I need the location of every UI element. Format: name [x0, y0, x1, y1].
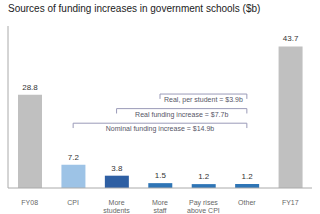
svg-text:43.7: 43.7	[283, 34, 299, 43]
svg-text:Morestaff: Morestaff	[152, 199, 168, 214]
svg-text:3.8: 3.8	[111, 164, 123, 173]
svg-text:1.2: 1.2	[242, 172, 254, 181]
svg-text:1.2: 1.2	[198, 172, 210, 181]
svg-text:28.8: 28.8	[22, 83, 38, 92]
svg-text:Nominal funding increase = $14: Nominal funding increase = $14.9b	[106, 125, 214, 133]
svg-text:7.2: 7.2	[68, 153, 80, 162]
svg-text:Morestudents: Morestudents	[103, 199, 130, 214]
svg-text:1.5: 1.5	[155, 171, 167, 180]
svg-text:Pay risesabove CPI: Pay risesabove CPI	[187, 199, 220, 214]
svg-text:CPI: CPI	[67, 199, 79, 206]
svg-text:FY17: FY17	[282, 199, 299, 206]
svg-text:Other: Other	[238, 199, 256, 206]
svg-text:Real funding increase = $7.7b: Real funding increase = $7.7b	[135, 111, 228, 119]
svg-text:Real, per student = $3.9b: Real, per student = $3.9b	[164, 96, 243, 104]
html-text:Sources of funding increases i: Sources of funding increases in governme…	[8, 3, 261, 14]
svg-text:FY08: FY08	[21, 199, 38, 206]
